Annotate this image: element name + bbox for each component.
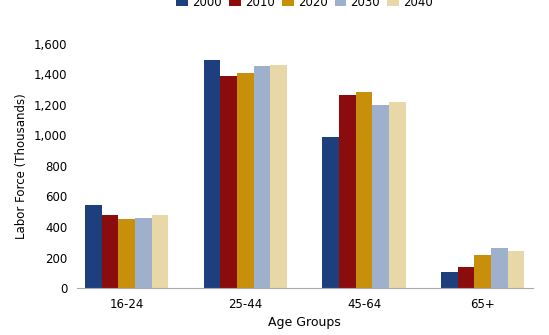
Bar (152, 215, 168, 288)
Bar (508, 251, 524, 288)
Bar (270, 65, 287, 288)
Bar (204, 60, 221, 288)
Bar (102, 215, 119, 288)
Bar (322, 137, 339, 288)
Bar (221, 76, 237, 288)
Bar (474, 255, 491, 288)
Bar (339, 95, 356, 288)
X-axis label: Age Groups: Age Groups (268, 316, 341, 329)
Bar (237, 73, 254, 288)
Y-axis label: Labor Force (Thousands): Labor Force (Thousands) (15, 93, 28, 239)
Bar (491, 248, 508, 288)
Bar (458, 267, 474, 288)
Bar (254, 66, 270, 288)
Bar (356, 92, 372, 288)
Bar (135, 218, 152, 288)
Bar (389, 103, 406, 288)
Bar (85, 205, 102, 288)
Bar (372, 105, 389, 288)
Legend: 2000, 2010, 2020, 2030, 2040: 2000, 2010, 2020, 2030, 2040 (176, 0, 433, 9)
Bar (441, 272, 458, 288)
Bar (119, 218, 135, 288)
